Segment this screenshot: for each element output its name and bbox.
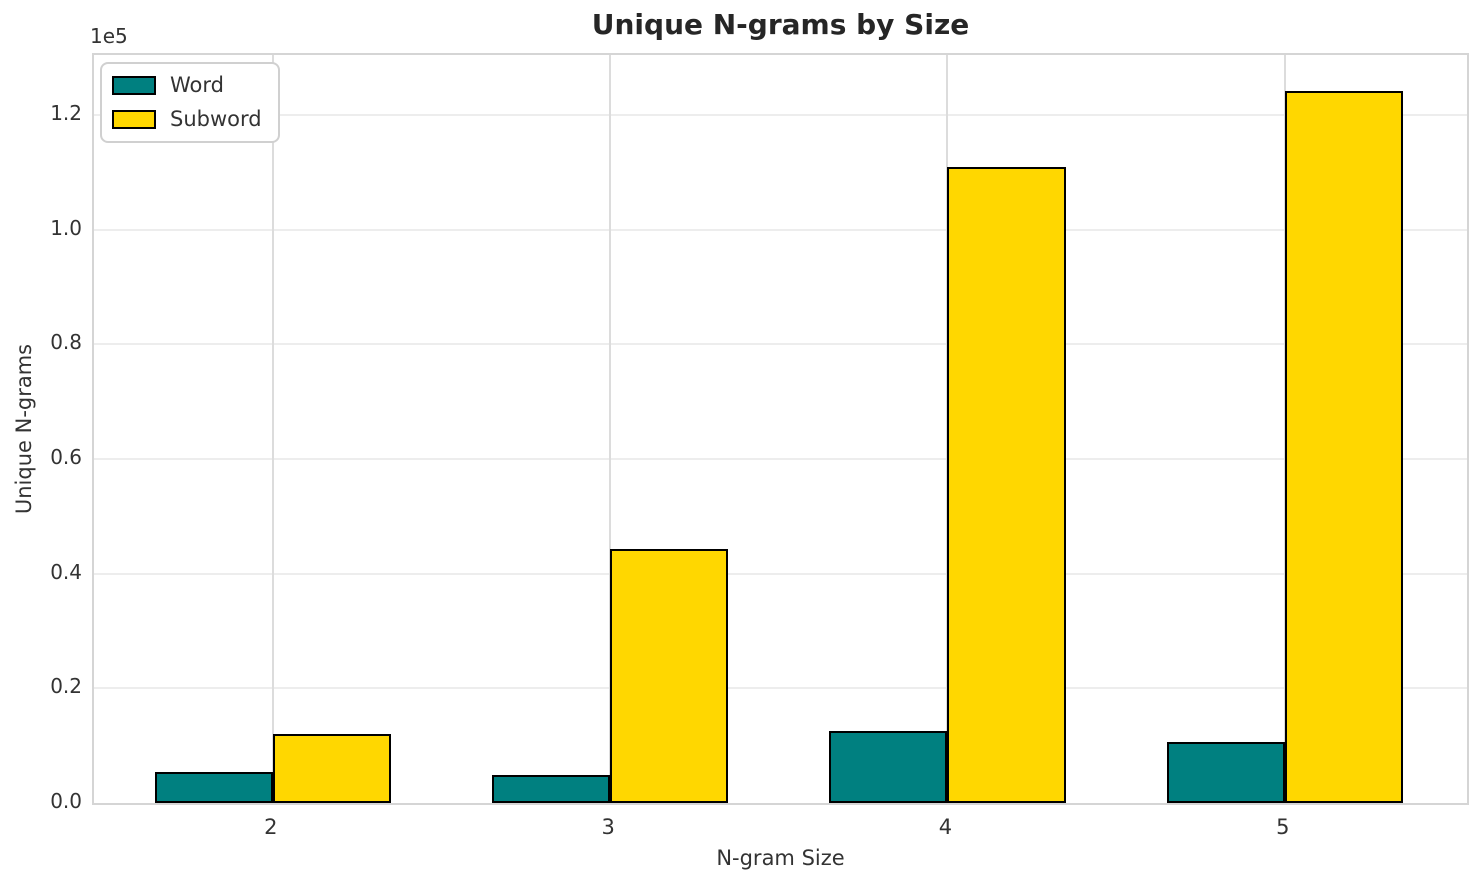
gridline-horizontal	[94, 343, 1467, 346]
y-tick-label: 1.0	[50, 215, 82, 240]
gridline-vertical	[609, 55, 612, 803]
legend: Word Subword	[100, 62, 280, 143]
x-axis-label: N-gram Size	[716, 846, 845, 870]
x-tick-label: 4	[938, 815, 953, 839]
legend-label: Word	[170, 73, 224, 97]
x-tick-label: 3	[601, 815, 615, 839]
bar-subword-2	[272, 733, 391, 803]
bar-word-3	[492, 774, 611, 803]
bar-subword-4	[947, 166, 1066, 803]
legend-label: Subword	[170, 107, 262, 131]
y-axis-offset-text: 1e5	[90, 24, 128, 48]
y-tick-label: 0.0	[50, 789, 82, 813]
legend-swatch-word	[112, 75, 156, 95]
chart-title: Unique N-grams by Size	[591, 8, 970, 41]
gridline-vertical	[271, 55, 274, 803]
gridline-horizontal	[94, 458, 1467, 461]
bar-subword-3	[610, 548, 729, 803]
bar-subword-5	[1284, 90, 1403, 803]
bar-word-2	[154, 772, 273, 803]
y-axis-label: Unique N-grams	[12, 343, 36, 515]
x-tick-label: 5	[1276, 815, 1290, 839]
gridline-horizontal	[94, 228, 1467, 231]
y-tick-label: 0.4	[50, 559, 82, 584]
legend-swatch-subword	[112, 109, 156, 129]
bar-word-4	[829, 730, 948, 803]
y-tick-label: 0.8	[50, 330, 82, 355]
gridline-horizontal	[94, 572, 1467, 575]
bar-word-5	[1166, 741, 1285, 803]
gridline-horizontal	[94, 687, 1467, 690]
y-tick-label: 0.2	[50, 674, 82, 699]
gridline-horizontal	[94, 114, 1467, 117]
plot-area	[92, 53, 1469, 805]
y-tick-label: 0.6	[50, 445, 82, 470]
legend-item-subword: Subword	[112, 107, 262, 131]
legend-item-word: Word	[112, 73, 262, 97]
x-tick-label: 2	[264, 815, 278, 839]
y-tick-label: 1.2	[50, 101, 82, 126]
